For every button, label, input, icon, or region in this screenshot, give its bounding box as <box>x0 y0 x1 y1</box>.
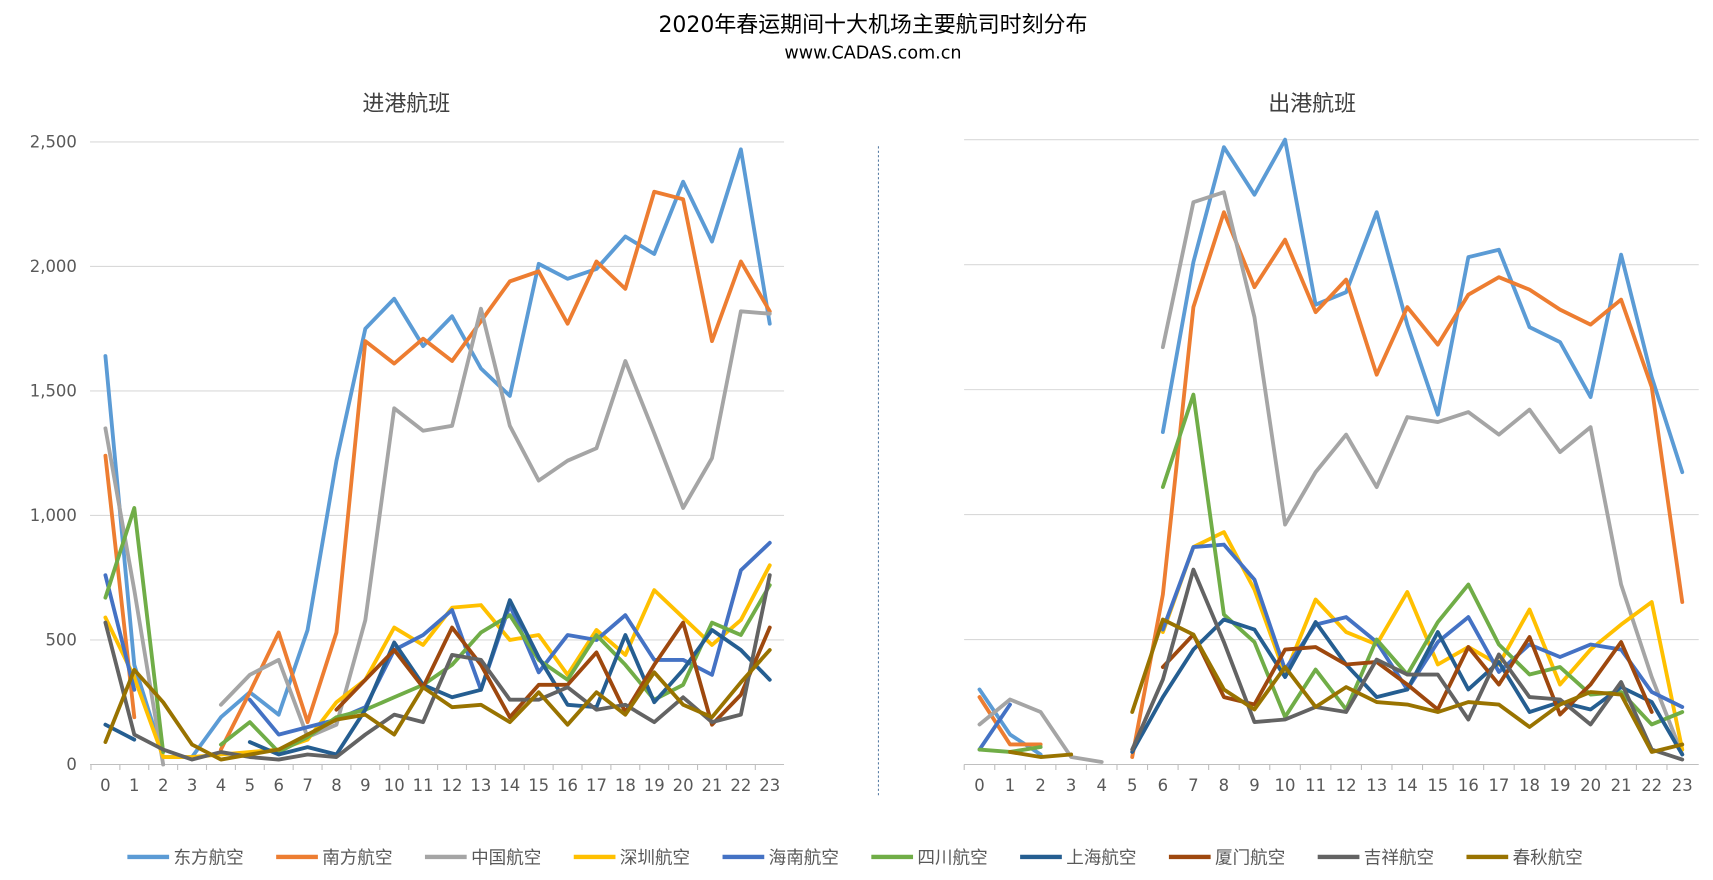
series-line-0 <box>977 137 1685 757</box>
y-tick-label: 500 <box>45 630 76 649</box>
legend-item: 东方航空 <box>127 848 244 869</box>
legend-item: 厦门航空 <box>1168 848 1285 869</box>
x-tick-label: 14 <box>499 776 520 795</box>
x-tick-label: 16 <box>557 776 578 795</box>
x-tick-label: 7 <box>302 776 312 795</box>
x-tick-label: 23 <box>759 776 780 795</box>
x-tick-label: 21 <box>702 776 723 795</box>
legend-label: 东方航空 <box>173 848 243 868</box>
x-tick-label: 18 <box>1519 776 1540 795</box>
series-line-9 <box>1008 617 1685 759</box>
legend-label: 上海航空 <box>1066 848 1136 868</box>
x-tick-label: 12 <box>1336 776 1357 795</box>
series-line-6 <box>1130 617 1685 757</box>
x-tick-label: 20 <box>1580 776 1601 795</box>
y-tick-label: 1,500 <box>30 381 77 400</box>
x-tick-label: 5 <box>1127 776 1137 795</box>
legend-item: 南方航空 <box>276 848 393 869</box>
x-tick-label: 1 <box>1005 776 1015 795</box>
series-line-5 <box>103 506 772 754</box>
series-line-9 <box>103 648 772 762</box>
x-tick-label: 15 <box>528 776 549 795</box>
x-tick-label: 11 <box>413 776 434 795</box>
y-tick-label: 2,000 <box>30 257 77 276</box>
right-chart-title: 出港航班 <box>1268 92 1356 117</box>
x-tick-label: 19 <box>1550 776 1571 795</box>
x-tick-label: 10 <box>1275 776 1296 795</box>
x-tick-label: 22 <box>730 776 751 795</box>
series-line-1 <box>977 210 1685 759</box>
x-tick-label: 3 <box>1066 776 1076 795</box>
legend-label: 深圳航空 <box>620 848 690 868</box>
left-chart-title: 进港航班 <box>362 92 450 117</box>
x-tick-label: 10 <box>384 776 405 795</box>
legend-item: 四川航空 <box>871 848 988 869</box>
x-tick-label: 0 <box>974 776 984 795</box>
x-tick-label: 6 <box>273 776 283 795</box>
series-line-4 <box>977 542 1685 752</box>
x-tick-label: 16 <box>1458 776 1479 795</box>
legend-item: 吉祥航空 <box>1317 848 1434 869</box>
legend-label: 四川航空 <box>917 848 987 868</box>
x-tick-label: 19 <box>644 776 665 795</box>
series-line-8 <box>103 573 772 762</box>
x-tick-label: 4 <box>216 776 226 795</box>
x-tick-label: 18 <box>615 776 636 795</box>
x-tick-label: 23 <box>1672 776 1693 795</box>
x-tick-label: 13 <box>1366 776 1387 795</box>
x-tick-label: 12 <box>442 776 463 795</box>
x-tick-label: 4 <box>1096 776 1106 795</box>
y-tick-label: 0 <box>66 755 76 774</box>
x-tick-label: 5 <box>245 776 255 795</box>
x-tick-label: 8 <box>331 776 341 795</box>
x-tick-label: 21 <box>1611 776 1632 795</box>
legend-label: 春秋航空 <box>1513 848 1583 868</box>
x-tick-label: 15 <box>1427 776 1448 795</box>
x-tick-label: 2 <box>1035 776 1045 795</box>
legend-item: 上海航空 <box>1020 848 1136 869</box>
x-tick-label: 2 <box>158 776 168 795</box>
series-line-7 <box>334 620 772 727</box>
series-line-2 <box>977 190 1685 764</box>
x-tick-label: 20 <box>673 776 694 795</box>
chart-title: 2020年春运期间十大机场主要航司时刻分布 <box>658 13 1087 38</box>
x-tick-label: 0 <box>100 776 110 795</box>
x-tick-label: 7 <box>1188 776 1198 795</box>
legend-item: 春秋航空 <box>1466 848 1583 869</box>
legend-item: 中国航空 <box>424 848 541 869</box>
legend-label: 厦门航空 <box>1215 848 1285 868</box>
x-tick-label: 13 <box>470 776 491 795</box>
legend-label: 海南航空 <box>769 848 839 868</box>
x-tick-label: 17 <box>1488 776 1509 795</box>
x-tick-label: 11 <box>1305 776 1326 795</box>
y-tick-label: 2,500 <box>30 132 77 151</box>
x-tick-label: 9 <box>360 776 370 795</box>
x-tick-label: 9 <box>1249 776 1259 795</box>
x-tick-label: 14 <box>1397 776 1418 795</box>
legend-item: 深圳航空 <box>573 848 690 869</box>
series-line-8 <box>1130 567 1685 762</box>
legend-label: 南方航空 <box>322 848 392 868</box>
x-tick-label: 3 <box>187 776 197 795</box>
y-tick-label: 1,000 <box>30 506 77 525</box>
x-tick-label: 8 <box>1219 776 1229 795</box>
legend-item: 海南航空 <box>722 848 839 869</box>
series-line-0 <box>103 147 772 759</box>
legend-label: 吉祥航空 <box>1364 848 1434 868</box>
legend-label: 中国航空 <box>471 848 541 868</box>
x-tick-label: 17 <box>586 776 607 795</box>
outbound-chart: 0 1 2 3 4 5 6 7 8 9 10 11 12 13 14 15 16 17 18 19 20 21 22 23 <box>963 137 1699 795</box>
x-tick-label: 1 <box>129 776 139 795</box>
chart-subtitle: www.CADAS.com.cn <box>784 43 961 63</box>
x-tick-label: 22 <box>1641 776 1662 795</box>
x-tick-label: 6 <box>1158 776 1168 795</box>
